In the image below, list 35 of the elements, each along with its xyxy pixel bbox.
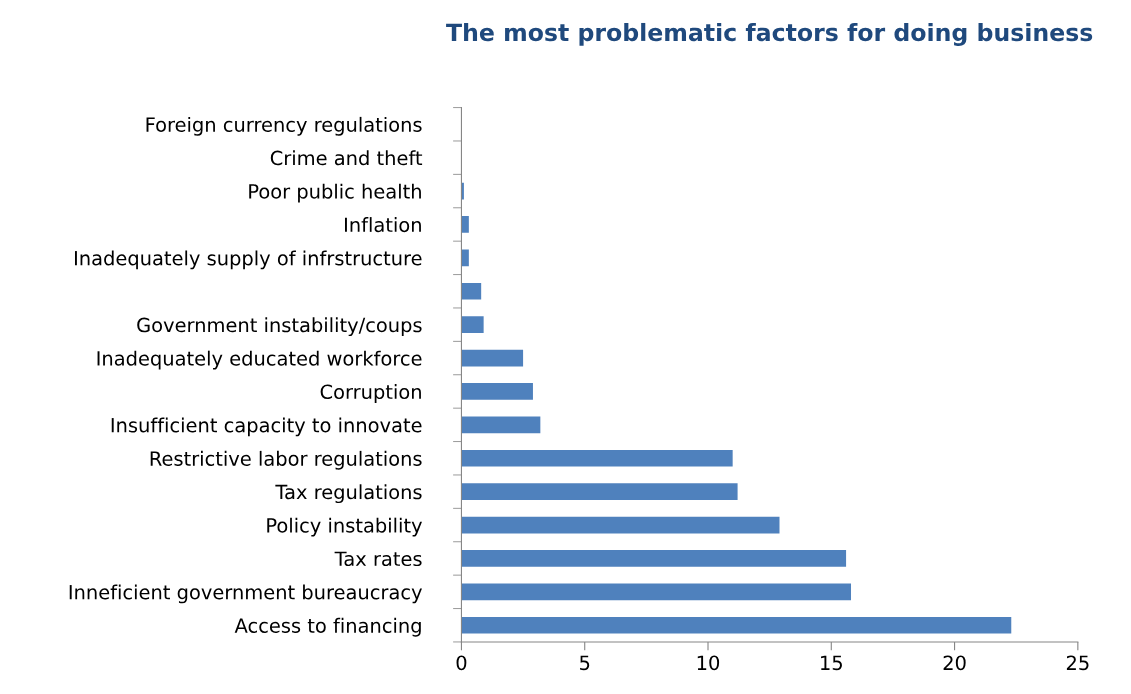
bar	[461, 282, 482, 300]
y-tick-label: Corruption	[320, 384, 421, 403]
y-tick-label: Crime and theft	[270, 150, 423, 166]
bar	[461, 616, 1012, 634]
bar	[461, 449, 733, 467]
bar	[461, 516, 780, 534]
y-tick-label: Policy instability	[267, 517, 422, 537]
x-tick-label: 0	[456, 655, 467, 671]
bar	[461, 416, 541, 434]
bar	[461, 483, 738, 501]
x-tick-label: 20	[943, 655, 966, 671]
y-tick-label: Restrictive labor regulations	[150, 450, 422, 470]
y-tick-label: Government instability/coups	[137, 317, 422, 337]
bar	[461, 383, 533, 400]
y-tick-label: Tax rates	[334, 551, 422, 567]
y-tick-label: Inadequately supply of infrstructure	[74, 250, 422, 270]
bar	[461, 249, 469, 267]
bar	[461, 550, 847, 567]
y-tick-label: Inadequately educated workforce	[97, 350, 422, 370]
x-tick-label: 25	[1066, 655, 1089, 671]
y-tick-label: Access to financing	[234, 617, 421, 637]
x-tick-label: 15	[821, 655, 842, 671]
x-tick-label: 10	[697, 655, 720, 671]
y-tick-label: Foreign currency regulations	[146, 116, 422, 136]
bar	[461, 349, 524, 367]
bar	[461, 216, 469, 233]
y-tick-label: Tax regulations	[275, 484, 422, 504]
bar	[461, 316, 484, 334]
y-tick-label: Inflation	[345, 217, 421, 233]
chart-title: The most problematic factors for doing business	[446, 22, 1093, 46]
bar	[461, 583, 852, 601]
y-tick-label: Poor public health	[249, 183, 421, 203]
y-tick-label: Inneficient government bureaucracy	[69, 584, 422, 604]
y-tick-label: Insufficient capacity to innovate	[111, 417, 422, 437]
x-tick-label: 5	[580, 655, 590, 671]
